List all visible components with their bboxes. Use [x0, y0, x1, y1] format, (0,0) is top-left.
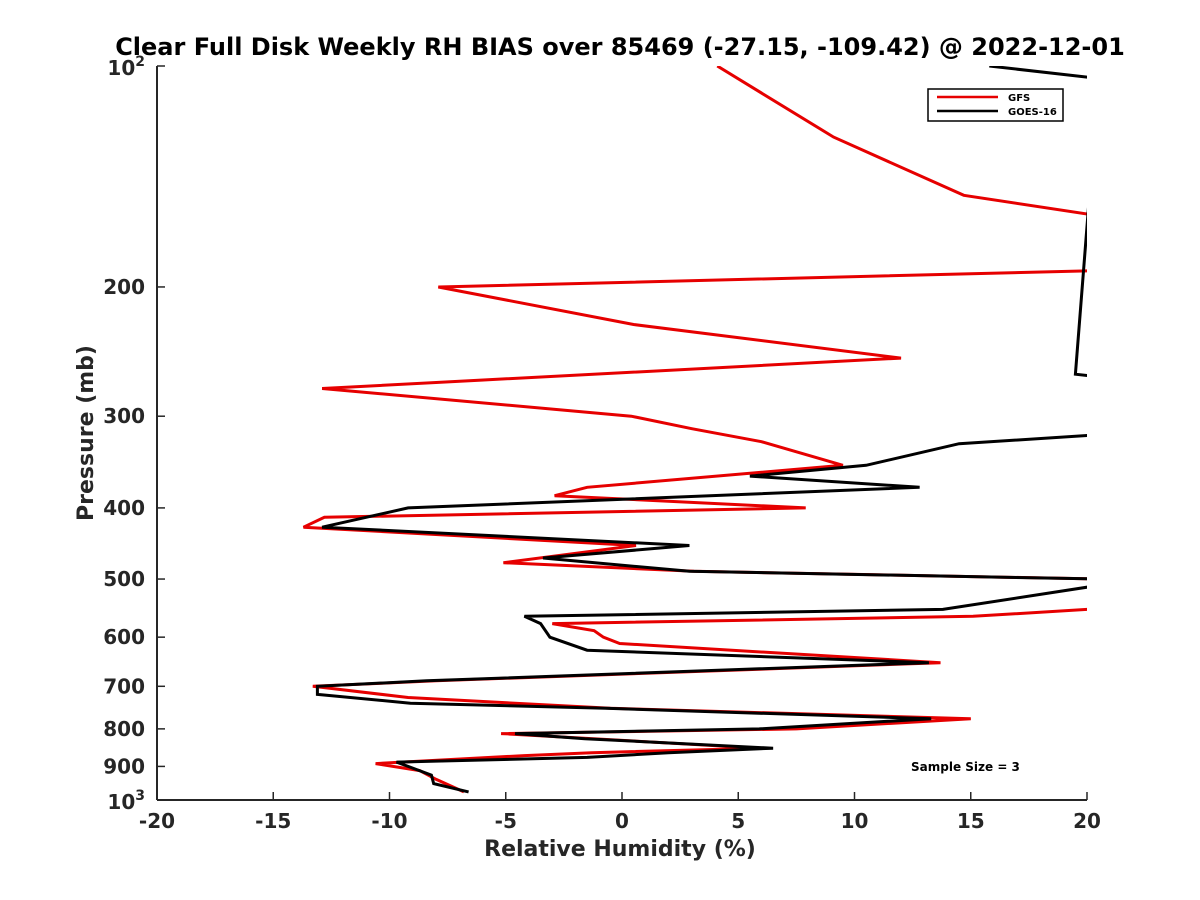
x-tick-label: -15 — [255, 809, 291, 833]
sample-size-annotation: Sample Size = 3 — [911, 760, 1020, 774]
y-tick-label: 500 — [103, 567, 145, 591]
x-tick-label: 20 — [1073, 809, 1101, 833]
y-axis-label: Pressure (mb) — [74, 345, 99, 521]
y-tick-label: 200 — [103, 275, 145, 299]
x-tick-label: -5 — [495, 809, 517, 833]
legend-label-gfs: GFS — [1008, 93, 1030, 104]
y-tick-label: 102 — [107, 54, 145, 80]
y-ticks: 102 200 300 400 500 600 700 800 900 103 — [103, 54, 165, 814]
x-tick-label: 10 — [841, 809, 869, 833]
x-tick-label: 0 — [615, 809, 629, 833]
y-tick-label: 300 — [103, 404, 145, 428]
y-tick-label: 800 — [103, 717, 145, 741]
legend: GFS GOES-16 — [927, 88, 1064, 122]
x-tick-label: -10 — [371, 809, 407, 833]
legend-box — [927, 88, 1064, 122]
series-group — [302, 66, 1087, 794]
legend-label-goes16: GOES-16 — [1008, 107, 1057, 118]
x-axis-label: Relative Humidity (%) — [484, 837, 756, 862]
y-tick-label: 600 — [103, 625, 145, 649]
x-tick-label: 5 — [731, 809, 745, 833]
y-tick-label: 400 — [103, 496, 145, 520]
x-ticks: -20 -15 -10 -5 0 5 10 15 20 — [139, 792, 1101, 833]
y-tick-label: 700 — [103, 674, 145, 698]
series-line-gfs — [302, 66, 1087, 794]
y-tick-label: 900 — [103, 754, 145, 778]
x-tick-label: 15 — [957, 809, 985, 833]
y-tick-label: 103 — [107, 788, 145, 814]
x-tick-label: -20 — [139, 809, 175, 833]
series-line-goes16 — [315, 66, 1087, 794]
chart-title: Clear Full Disk Weekly RH BIAS over 8546… — [115, 33, 1125, 61]
